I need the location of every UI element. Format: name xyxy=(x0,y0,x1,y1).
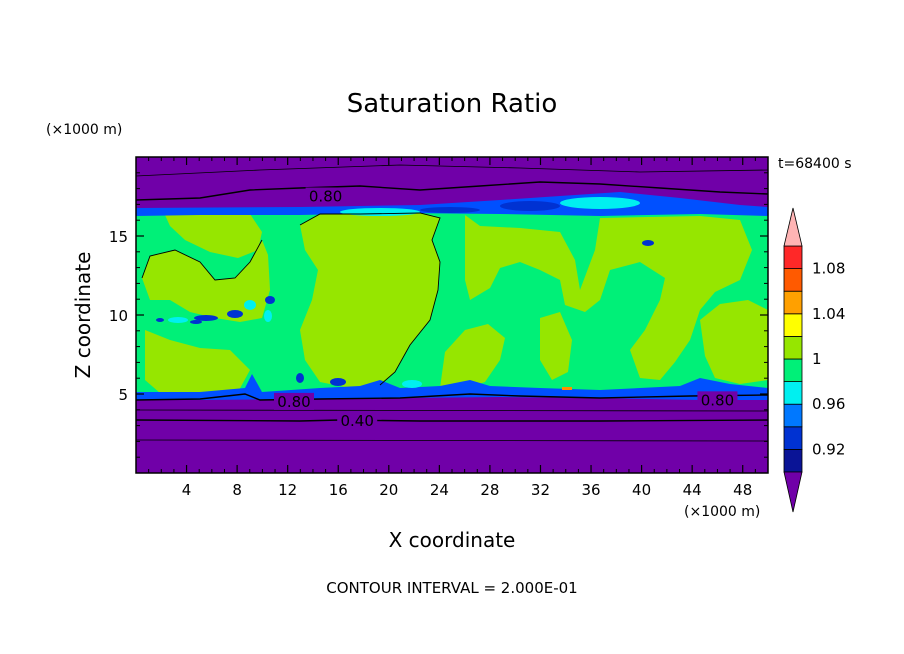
super-patch-8 xyxy=(540,312,572,380)
contour-cloud-outline-1 xyxy=(299,212,441,386)
contour-label: 0.80 xyxy=(701,391,734,409)
contour-upper-080 xyxy=(136,181,768,201)
colorbar-segment xyxy=(783,358,803,383)
x-tick-label: 48 xyxy=(733,481,752,499)
super-patch-7 xyxy=(700,300,768,384)
contour-label: 0.80 xyxy=(309,188,342,206)
eddy-mark xyxy=(420,207,480,213)
colorbar-tick-label: 0.96 xyxy=(812,395,845,413)
time-label: t=68400 s xyxy=(778,156,852,172)
contour-label-bg xyxy=(337,411,378,429)
colorbar-segment xyxy=(783,290,803,315)
eddy-group xyxy=(156,197,654,390)
colorbar-segment xyxy=(783,381,803,405)
colorbar-segment xyxy=(783,335,803,360)
super-patch-1 xyxy=(142,240,270,322)
contour-label: 0.80 xyxy=(277,393,310,411)
contour-lower-040 xyxy=(136,419,768,422)
contour-cloud-outline-2 xyxy=(141,239,263,281)
contour-lower-thin2 xyxy=(136,439,768,442)
contour-label-bg xyxy=(697,391,738,409)
colorbar-over-arrow xyxy=(783,207,803,247)
y-unit-label: (×1000 m) xyxy=(46,122,122,138)
colorbar-tick-label: 1 xyxy=(812,350,822,368)
eddy-mark xyxy=(340,208,420,216)
y-tick-label: 15 xyxy=(109,228,128,246)
contour-labels: 0.80 0.80 0.80 0.40 xyxy=(274,187,738,430)
colorbar-segment xyxy=(783,245,803,270)
eddy-mark xyxy=(264,310,272,322)
y-tick-label: 10 xyxy=(109,307,128,325)
x-axis: 4 8 12 16 20 24 28 32 36 40 44 48 xyxy=(148,157,756,499)
contour-lines xyxy=(136,164,768,442)
super-patch-4 xyxy=(300,213,440,388)
orange-spot xyxy=(562,387,572,390)
x-tick-label: 4 xyxy=(182,481,192,499)
colorbar-under-arrow xyxy=(783,471,803,513)
x-tick-label: 8 xyxy=(232,481,242,499)
x-tick-label: 16 xyxy=(329,481,348,499)
eddy-mark xyxy=(265,296,275,304)
eddy-mark xyxy=(194,315,218,321)
x-tick-label: 32 xyxy=(531,481,550,499)
colorbar-segment xyxy=(783,313,803,337)
eddy-mark xyxy=(330,378,346,386)
eddy-mark xyxy=(190,320,202,324)
super-patch-3 xyxy=(165,214,262,258)
contour-upper-thin xyxy=(136,164,768,177)
y-axis: 5 10 15 xyxy=(109,172,768,458)
colorbar-segment xyxy=(783,448,803,473)
plot-field: 0.80 0.80 0.80 0.40 xyxy=(136,157,768,473)
colorbar-tick-label: 1.04 xyxy=(812,305,845,323)
colorbar-segment xyxy=(783,268,803,292)
x-tick-label: 40 xyxy=(632,481,651,499)
contour-label: 0.40 xyxy=(340,412,373,430)
x-tick-label: 20 xyxy=(379,481,398,499)
y-axis-title: Z coordinate xyxy=(71,252,95,379)
x-tick-label: 44 xyxy=(683,481,702,499)
eddy-mark xyxy=(296,373,304,383)
x-unit-label: (×1000 m) xyxy=(684,504,760,520)
colorbar-tick-label: 0.92 xyxy=(812,440,845,458)
eddy-mark xyxy=(244,300,256,310)
colorbar: 0.92 0.96 1 1.04 1.08 xyxy=(783,207,845,513)
colorbar-segment xyxy=(783,403,803,428)
contour-lower-thin1 xyxy=(136,409,768,412)
contour-interval-note: CONTOUR INTERVAL = 2.000E-01 xyxy=(326,579,577,597)
eddy-mark xyxy=(227,310,243,318)
super-patch-6 xyxy=(440,324,505,390)
eddy-mark xyxy=(642,240,654,246)
eddy-mark xyxy=(402,380,422,388)
eddy-mark xyxy=(560,197,640,209)
x-tick-label: 36 xyxy=(581,481,600,499)
contour-lower-080 xyxy=(136,393,768,401)
eddy-mark xyxy=(168,317,188,323)
eddy-mark xyxy=(156,318,164,322)
eddy-mark xyxy=(500,201,560,211)
x-tick-label: 24 xyxy=(430,481,449,499)
super-patch-5 xyxy=(465,215,752,380)
contour-label-bg xyxy=(274,392,314,410)
y-tick-label: 5 xyxy=(118,386,128,404)
colorbar-tick-label: 1.08 xyxy=(812,260,845,278)
x-axis-title: X coordinate xyxy=(389,528,516,552)
chart-title: Saturation Ratio xyxy=(347,89,558,119)
contour-label-bg xyxy=(305,187,346,205)
x-tick-label: 12 xyxy=(278,481,297,499)
super-patch-2 xyxy=(145,330,250,394)
x-tick-label: 28 xyxy=(480,481,499,499)
colorbar-segment xyxy=(783,426,803,450)
